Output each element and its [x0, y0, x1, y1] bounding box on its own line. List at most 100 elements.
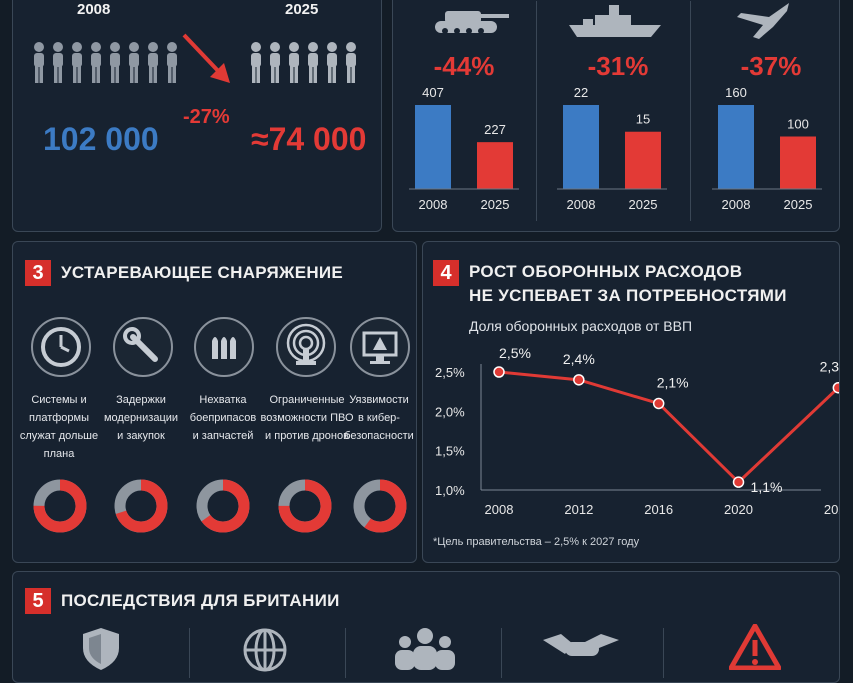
equipment-bar-label: 100 [787, 117, 809, 132]
data-label: 2,3%* [820, 359, 839, 375]
item-text-line: платформы [28, 412, 90, 424]
chart-footnote: *Цель правительства – 2,5% к 2027 году [433, 536, 640, 548]
equipment-bar [477, 142, 513, 189]
data-point [732, 476, 745, 488]
data-label: 1,1% [751, 479, 783, 495]
equipment-bar [625, 131, 661, 189]
people-group-start [31, 41, 181, 90]
equipment-bar [563, 105, 599, 189]
equipment-bar-label: 407 [422, 85, 444, 100]
data-label: 2,4% [563, 351, 595, 367]
clock-icon [31, 317, 91, 377]
jet-change: -37% [740, 51, 802, 81]
item-text-line: возможности ПВО [260, 412, 354, 424]
data-label: 2,1% [657, 374, 689, 390]
equipment-bar-label: 22 [574, 85, 588, 100]
donut-charts [33, 479, 407, 533]
equipment-year-label: 2025 [481, 197, 510, 212]
warship-change: -31% [587, 51, 649, 81]
x-tick-label: 2008 [485, 502, 514, 517]
tank-change: -44% [433, 51, 495, 81]
section3-number: 3 [25, 260, 51, 286]
computer-warning-icon [350, 317, 410, 377]
equipment-divider-2 [690, 1, 691, 221]
personnel-value-start: 102 000 [43, 121, 159, 157]
x-tick-label: 2020 [724, 502, 753, 517]
equipment-panel: -44% -31% -37% 407 2008 227 2025 22 2008 15 202… [392, 0, 840, 232]
equipment-divider-1 [536, 1, 537, 221]
item-text-cyber: Уязвимости в кибер- безопасности [337, 391, 421, 445]
jet-icon [733, 0, 793, 46]
item-text-line: и закупок [117, 430, 165, 442]
x-tick-label: 2012 [564, 502, 593, 517]
y-tick-label: 2,0% [435, 404, 465, 419]
donut-segment [196, 479, 250, 533]
item-text-line: Системы и [31, 394, 87, 406]
section5-number: 5 [25, 588, 51, 614]
item-text-line: и запчастей [192, 430, 254, 442]
section5-divider [501, 628, 502, 678]
equipment-bar [718, 105, 754, 189]
line-chart: 1,0% 1,5% 2,0% 2,5% 2008 2012 2016 2020 2025 2,5%… [435, 345, 839, 517]
section5-divider [663, 628, 664, 678]
radar-icon [276, 317, 336, 377]
y-tick-label: 1,0% [435, 483, 465, 498]
section5-divider [189, 628, 190, 678]
wrench-icon [113, 317, 173, 377]
data-point [832, 381, 839, 394]
data-label: 2,5% [499, 345, 531, 361]
people-group-end [248, 41, 368, 90]
globe-icon [241, 624, 289, 677]
equipment-bars: 407 2008 227 2025 22 2008 15 2025 160 2008 100 2025 [409, 85, 822, 212]
section3-title: УСТАРЕВАЮЩЕЕ СНАРЯЖЕНИЕ [61, 263, 344, 282]
personnel-year-start: 2008 [77, 1, 111, 18]
handshake-icon [543, 630, 619, 675]
item-text-line: безопасности [344, 430, 414, 442]
item-text-air-defense: Ограниченные возможности ПВО и против др… [257, 391, 357, 445]
equipment-bar-label: 15 [636, 112, 650, 127]
item-text-delays: Задержки модернизации и закупок [99, 391, 183, 445]
personnel-year-end: 2025 [285, 1, 319, 18]
equipment-bar-label: 227 [484, 122, 506, 137]
item-text-line: Нехватка [199, 394, 247, 406]
equipment-bar [415, 105, 451, 189]
people-icon [393, 626, 457, 675]
equipment-year-label: 2008 [567, 197, 596, 212]
section5-divider [345, 628, 346, 678]
x-tick-label: 2016 [644, 502, 673, 517]
item-text-line: боеприпасов [189, 412, 257, 424]
item-text-line: плана [43, 448, 75, 460]
section4-number: 4 [433, 260, 459, 286]
consequences-panel: 5 ПОСЛЕДСТВИЯ ДЛЯ БРИТАНИИ [12, 571, 840, 683]
section4-title-line1: РОСТ ОБОРОННЫХ РАСХОДОВ [469, 262, 743, 281]
tank-icon [421, 1, 511, 46]
donut-segment [114, 479, 168, 533]
item-text-line: модернизации [103, 412, 179, 424]
item-text-systems: Системы и платформы служат дольше плана [17, 391, 101, 463]
obsolete-equipment-panel: 3 УСТАРЕВАЮЩЕЕ СНАРЯЖЕНИЕ Системы и плат… [12, 241, 417, 563]
defense-spending-panel: 4 РОСТ ОБОРОННЫХ РАСХОДОВ НЕ УСПЕВАЕТ ЗА… [422, 241, 840, 563]
equipment-year-label: 2025 [784, 197, 813, 212]
personnel-panel: 2008 2025 -27% 102 000 ≈74 000 [12, 0, 382, 232]
equipment-year-label: 2008 [722, 197, 751, 212]
equipment-bar-label: 160 [725, 85, 747, 100]
equipment-bar [780, 136, 816, 189]
shield-icon [79, 626, 123, 675]
section4-title-line2: НЕ УСПЕВАЕТ ЗА ПОТРЕБНОСТЯМИ [469, 286, 787, 305]
ammunition-icon [194, 317, 254, 377]
donut-segment [278, 479, 332, 533]
donut-segment [33, 479, 87, 533]
item-text-line: Ограниченные [269, 394, 345, 406]
equipment-year-label: 2025 [629, 197, 658, 212]
personnel-value-end: ≈74 000 [251, 121, 367, 157]
item-text-line: и против дронов [265, 430, 349, 442]
equipment-year-label: 2008 [419, 197, 448, 212]
warship-icon [565, 3, 665, 44]
data-point [493, 366, 505, 378]
section5-title: ПОСЛЕДСТВИЯ ДЛЯ БРИТАНИИ [61, 591, 340, 610]
item-text-line: Задержки [116, 394, 166, 406]
item-text-line: Уязвимости [349, 394, 409, 406]
y-tick-label: 1,5% [435, 444, 465, 459]
item-text-line: служат дольше [19, 430, 99, 442]
personnel-change: -27% [183, 106, 230, 128]
